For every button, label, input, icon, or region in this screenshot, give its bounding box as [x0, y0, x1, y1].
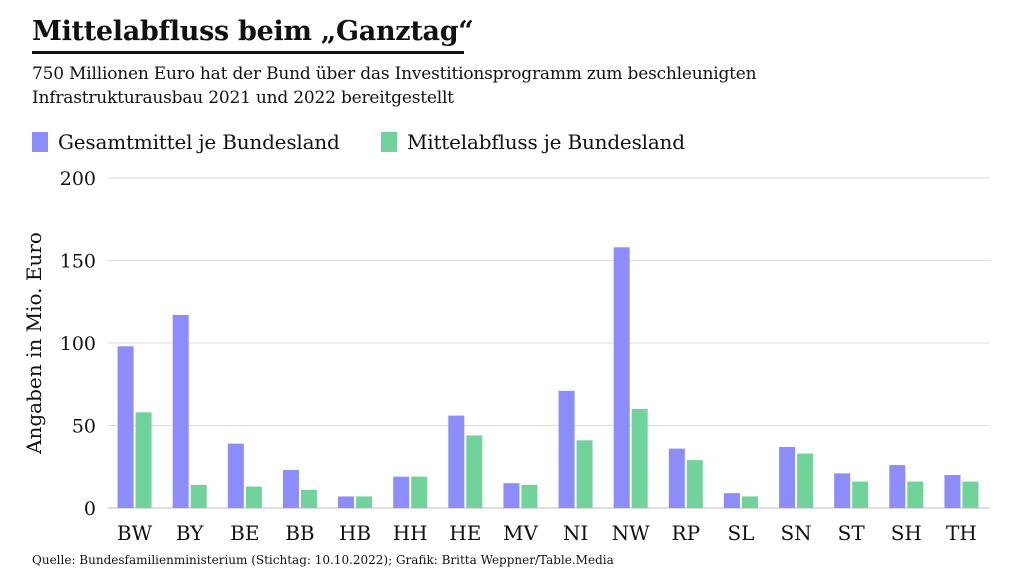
chart-title: Mittelabfluss beim „Ganztag“: [32, 16, 474, 47]
bar-sn-series-2: [797, 453, 814, 508]
bar-nw-series-2: [631, 409, 648, 508]
bar-mv-series-1: [503, 483, 520, 508]
legend-label-mittelabfluss: Mittelabfluss je Bundesland: [407, 130, 685, 154]
x-tick-label: HB: [339, 521, 371, 545]
bar-hh-series-2: [411, 476, 428, 508]
bar-bb-series-1: [282, 470, 299, 508]
x-tick-label: SL: [727, 521, 754, 545]
bar-be-series-2: [245, 486, 262, 508]
x-tick-label: HH: [393, 521, 428, 545]
bar-by-series-1: [172, 314, 189, 508]
source-note: Quelle: Bundesfamilienministerium (Stich…: [32, 553, 614, 567]
bar-th-series-2: [962, 481, 979, 508]
bar-sl-series-1: [723, 493, 740, 508]
bar-sh-series-1: [889, 465, 906, 508]
y-tick-label: 0: [84, 498, 96, 520]
bar-ni-series-2: [576, 440, 593, 508]
bar-he-series-2: [466, 435, 483, 508]
bar-sh-series-2: [907, 481, 924, 508]
x-tick-label: SH: [891, 521, 922, 545]
y-tick-label: 150: [60, 251, 96, 273]
x-tick-label: BB: [285, 521, 314, 545]
x-tick-label: MV: [503, 521, 538, 545]
bar-chart: 0 50 100 150 200 Angaben in Mio. Euro BW BY BE BB…: [22, 168, 990, 545]
x-tick-label: RP: [672, 521, 701, 545]
x-tick-label: SN: [780, 521, 811, 545]
x-tick-label: ST: [838, 521, 866, 545]
x-tick-label: NI: [563, 521, 588, 545]
y-tick-label: 50: [72, 416, 96, 438]
subtitle-line-1: 750 Millionen Euro hat der Bund über das…: [32, 64, 757, 84]
x-tick-label: BE: [230, 521, 259, 545]
bar-st-series-2: [852, 481, 869, 508]
x-tick-label: TH: [946, 521, 977, 545]
bar-rp-series-1: [668, 448, 685, 508]
bar-bb-series-2: [300, 489, 317, 508]
bar-hh-series-1: [393, 476, 410, 508]
bar-hb-series-1: [338, 496, 355, 508]
x-tick-label: BW: [117, 521, 153, 545]
legend-swatch-mittelabfluss: [381, 132, 397, 152]
legend-swatch-gesamtmittel: [32, 132, 48, 152]
y-tick-label: 100: [60, 333, 96, 355]
bar-bw-series-1: [117, 346, 134, 508]
x-tick-label: BY: [176, 521, 204, 545]
bar-he-series-1: [448, 415, 465, 508]
bar-sl-series-2: [741, 496, 758, 508]
bar-be-series-1: [227, 443, 244, 508]
chart-subtitle: 750 Millionen Euro hat der Bund über das…: [32, 62, 932, 110]
bar-ni-series-1: [558, 390, 575, 508]
bar-by-series-2: [190, 484, 207, 508]
bar-sn-series-1: [779, 446, 796, 508]
title-underline: [32, 51, 464, 54]
x-tick-label: HE: [449, 521, 481, 545]
bar-mv-series-2: [521, 484, 538, 508]
legend-label-gesamtmittel: Gesamtmittel je Bundesland: [58, 130, 340, 154]
bar-th-series-1: [944, 475, 961, 508]
bar-bw-series-2: [135, 412, 152, 508]
bar-rp-series-2: [686, 460, 703, 508]
y-axis-label: Angaben in Mio. Euro: [22, 232, 46, 455]
y-tick-label: 200: [60, 168, 96, 190]
bar-st-series-1: [834, 473, 851, 508]
subtitle-line-2: Infrastrukturausbau 2021 und 2022 bereit…: [32, 88, 454, 108]
bar-nw-series-1: [613, 247, 630, 509]
bar-hb-series-2: [356, 496, 373, 508]
x-tick-label: NW: [612, 521, 651, 545]
